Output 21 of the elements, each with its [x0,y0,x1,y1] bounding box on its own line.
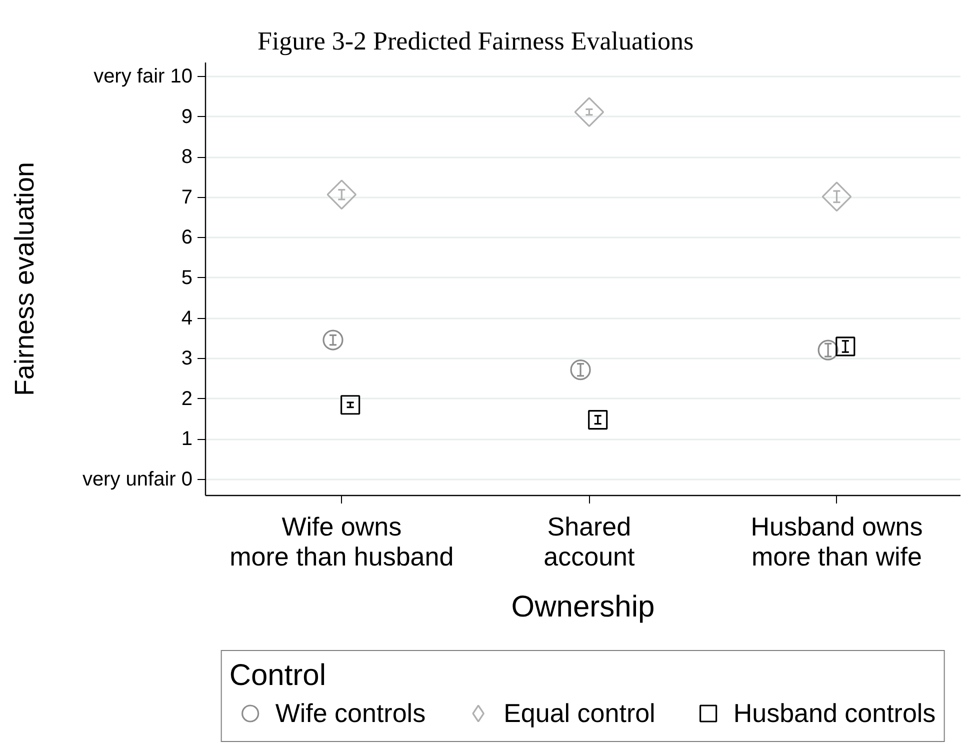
y-tick-label: 8 [181,146,192,168]
y-tick-label: 2 [181,388,192,410]
x-tick-label: Husband owns more than wife [750,512,923,572]
legend-label: Equal control [504,698,656,728]
y-tick-label: very unfair 0 [82,468,193,490]
y-tick-label: 5 [181,266,192,289]
x-tick-label: Wife owns more than husband [230,512,454,572]
y-tick-label: 9 [181,106,192,128]
legend-title: Control [229,659,328,693]
chart-title: Figure 3-2 Predicted Fairness Evaluations [258,26,694,56]
y-tick-label: 7 [181,186,192,208]
y-tick-label: 4 [181,307,192,330]
legend-label: Wife controls [275,698,426,728]
x-tick-label: Shared account [544,512,636,572]
y-tick-label: very fair 10 [94,66,193,88]
y-tick-label: 6 [181,226,192,249]
y-tick-label: 1 [181,428,192,450]
y-tick-label: 3 [181,348,192,370]
y-axis-title: Fairness evaluation [9,162,40,396]
legend-label: Husband controls [733,698,936,728]
x-axis-title: Ownership [511,590,655,624]
